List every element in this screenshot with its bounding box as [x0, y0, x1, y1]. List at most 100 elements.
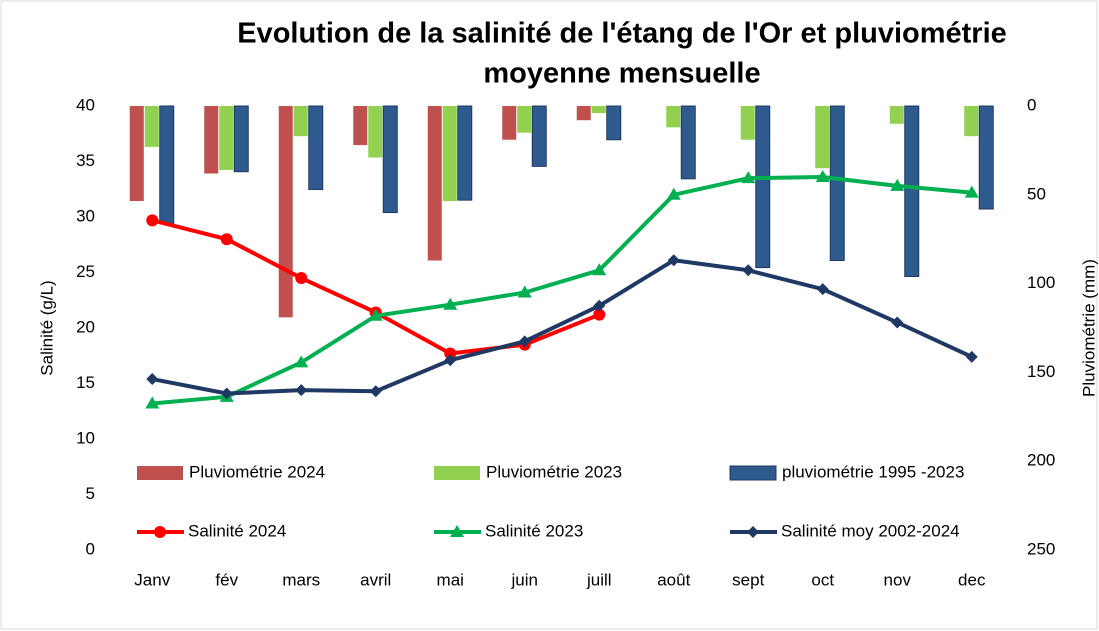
line	[152, 175, 972, 406]
bar	[502, 106, 517, 140]
point	[593, 299, 606, 312]
y2-axis-label: Pluviométrie (mm)	[1079, 259, 1098, 397]
bar	[219, 106, 234, 170]
chart-title: Evolution de la salinité de l'étang de l…	[237, 18, 1007, 50]
bar	[591, 106, 606, 114]
point	[742, 264, 755, 277]
point	[369, 385, 382, 398]
point	[666, 187, 681, 200]
x-tick-label: mars	[282, 570, 320, 589]
bar	[293, 106, 308, 137]
point	[294, 355, 309, 368]
point	[891, 316, 904, 329]
point	[741, 171, 756, 184]
y-tick-label: 10	[76, 428, 95, 447]
point	[295, 384, 308, 397]
legend-label: Pluviométrie 2023	[486, 462, 622, 481]
point	[444, 347, 457, 360]
y2-tick-label: 250	[1027, 539, 1055, 558]
y2-tick-label: 0	[1027, 95, 1036, 114]
chart-title: moyenne mensuelle	[483, 58, 760, 90]
y2-tick-label: 50	[1027, 184, 1046, 203]
bar	[829, 105, 845, 262]
bar	[442, 106, 457, 202]
y-tick-label: 5	[86, 484, 95, 503]
x-tick-label: avril	[360, 570, 391, 589]
bar	[606, 105, 622, 141]
y-tick-label: 25	[76, 262, 95, 281]
legend-marker	[450, 525, 464, 537]
x-tick-label: août	[657, 570, 690, 589]
bar	[531, 105, 547, 167]
point	[816, 283, 829, 296]
bar	[889, 106, 904, 124]
point	[220, 387, 233, 400]
bar	[978, 105, 994, 210]
bar	[815, 106, 830, 169]
point	[592, 263, 607, 276]
bar	[353, 106, 368, 146]
point	[443, 297, 458, 310]
x-tick-label: oct	[811, 570, 834, 589]
legend-label: pluviométrie 1995 -2023	[782, 462, 964, 481]
bar	[204, 106, 219, 174]
point	[667, 254, 680, 267]
point	[444, 354, 457, 367]
point	[890, 178, 905, 191]
bar	[755, 105, 771, 269]
point	[220, 233, 233, 246]
bar	[129, 106, 144, 202]
bar	[666, 106, 681, 128]
bar	[368, 106, 383, 158]
y2-tick-label: 100	[1027, 273, 1055, 292]
legend-marker	[154, 526, 166, 538]
bar	[964, 106, 979, 137]
point	[965, 350, 978, 363]
y2-tick-label: 200	[1027, 451, 1055, 470]
legend-label: Salinité 2023	[485, 521, 583, 540]
x-tick-label: mai	[437, 570, 464, 589]
x-tick-label: Janv	[134, 570, 170, 589]
y-tick-label: 35	[76, 151, 95, 170]
point	[295, 272, 308, 285]
point	[964, 185, 979, 198]
point	[146, 373, 159, 386]
legend-label: Salinité 2024	[188, 521, 286, 540]
bar	[382, 105, 398, 214]
legend-label: Salinité moy 2002-2024	[781, 521, 960, 540]
y-tick-label: 40	[76, 95, 95, 114]
legend-swatch	[434, 466, 480, 480]
legend-marker	[747, 526, 759, 538]
point	[368, 308, 383, 321]
point	[517, 285, 532, 298]
legend-label: Pluviométrie 2024	[189, 462, 325, 481]
bar	[740, 106, 755, 140]
bar	[904, 105, 920, 277]
y-tick-label: 20	[76, 317, 95, 336]
y-axis-label: Salinité (g/L)	[37, 280, 56, 375]
bar	[308, 105, 324, 190]
bar	[144, 106, 159, 147]
bar	[427, 106, 442, 261]
x-tick-label: sept	[732, 570, 764, 589]
bar	[457, 105, 473, 201]
point	[518, 335, 531, 348]
x-tick-label: juill	[586, 570, 612, 589]
point	[145, 396, 160, 409]
x-tick-label: nov	[884, 570, 912, 589]
x-tick-label: dec	[958, 570, 986, 589]
legend-swatch	[137, 466, 183, 480]
x-tick-label: fév	[215, 570, 238, 589]
bar	[576, 106, 591, 121]
bar	[159, 105, 175, 224]
point	[593, 308, 606, 321]
x-tick-label: juin	[511, 570, 538, 589]
y-tick-label: 30	[76, 206, 95, 225]
bar	[233, 105, 249, 173]
bar	[517, 106, 532, 133]
line	[151, 258, 973, 396]
bar	[278, 106, 293, 318]
point	[146, 214, 159, 227]
bar	[680, 105, 696, 180]
